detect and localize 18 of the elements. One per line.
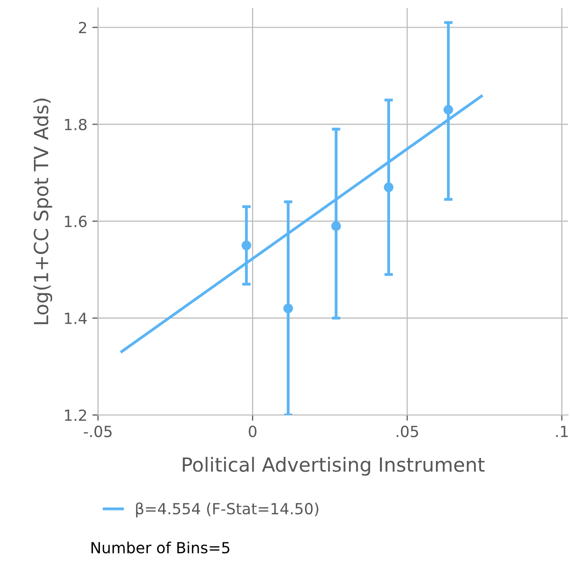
x-axis-title: Political Advertising Instrument — [182, 456, 485, 476]
y-tick-label: 1.8 — [64, 118, 87, 130]
x-tick-label: 0 — [248, 426, 256, 438]
y-axis-title: Log(1+CC Spot TV Ads) — [33, 98, 52, 324]
y-tick-label: 1.2 — [64, 409, 86, 421]
point — [283, 304, 294, 314]
x-tick-label: .1 — [556, 426, 568, 438]
x-tick-label: -.05 — [84, 426, 112, 438]
y-tick-label: 2 — [78, 22, 86, 34]
point — [331, 221, 341, 231]
point — [242, 240, 252, 250]
y-tick-label: 1.6 — [64, 216, 87, 228]
text: Number of Bins=5 — [92, 542, 230, 554]
legend-label: β=4.554 (F-Stat=14.50) — [136, 502, 318, 518]
x-tick-label: .05 — [396, 426, 418, 438]
point — [384, 182, 394, 192]
point — [443, 104, 454, 115]
y-tick-label: 1.4 — [64, 312, 87, 324]
